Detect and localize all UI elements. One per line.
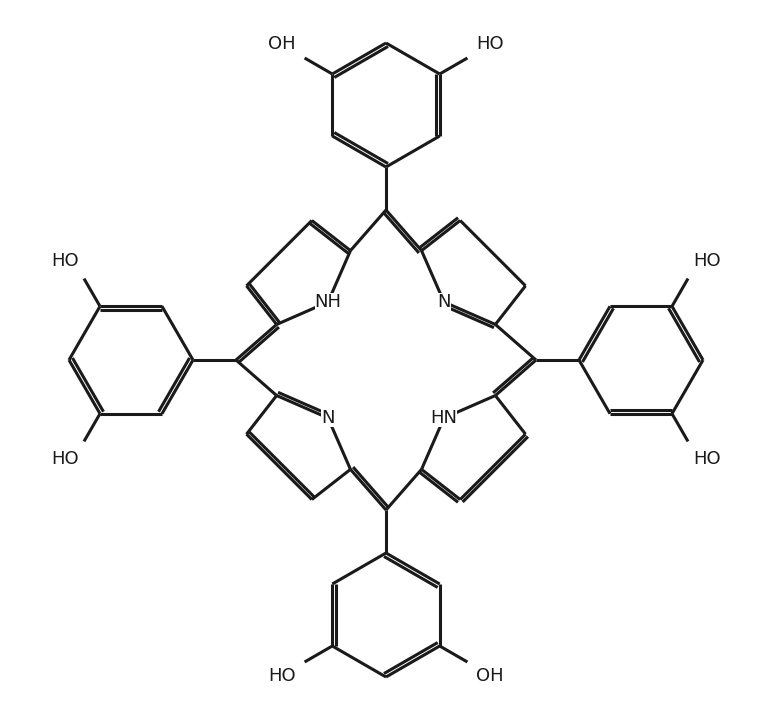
Text: HO: HO — [693, 450, 720, 468]
Text: HO: HO — [52, 252, 79, 270]
Text: OH: OH — [269, 35, 296, 53]
Text: N: N — [321, 409, 335, 427]
Text: HN: HN — [431, 409, 458, 427]
Text: NH: NH — [314, 293, 341, 311]
Text: HO: HO — [476, 35, 503, 53]
Text: HO: HO — [693, 252, 720, 270]
Text: OH: OH — [476, 667, 503, 685]
Text: HO: HO — [269, 667, 296, 685]
Text: HO: HO — [52, 450, 79, 468]
Text: N: N — [437, 293, 451, 311]
